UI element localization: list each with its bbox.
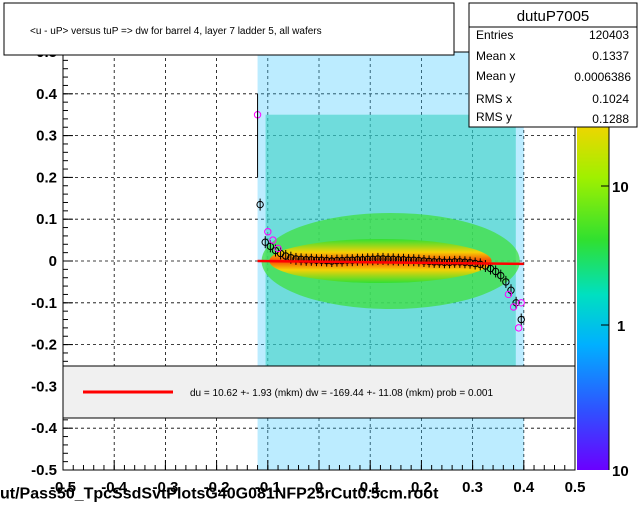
profile-point xyxy=(420,257,428,265)
x-tick-label: 0.1 xyxy=(360,479,381,496)
file-label: ut/Pass50_TpcSsdSvtPlotsG40G081NFP25rCut… xyxy=(0,485,439,502)
profile-point xyxy=(333,256,341,265)
profile-point-alt xyxy=(509,303,518,311)
x-tick-label: 0.2 xyxy=(411,479,432,496)
x-tick-label: -0.5 xyxy=(50,479,76,496)
profile-point-alt xyxy=(517,299,525,307)
stats-value-mean-x: 0.1337 xyxy=(592,49,629,63)
profile-point xyxy=(491,267,500,276)
y-tick-label: -0.1 xyxy=(31,295,57,312)
stats-value-entries: 120403 xyxy=(589,28,629,42)
x-tick-label: -0.4 xyxy=(101,479,128,496)
y-tick-label: -0.3 xyxy=(31,378,57,395)
profile-point xyxy=(266,242,275,251)
profile-point xyxy=(317,256,326,264)
y-tick-label: 0 xyxy=(49,253,57,270)
colorbar-label-bottom: 10 xyxy=(612,463,629,480)
profile-point xyxy=(307,256,316,264)
stats-label-mean-y: Mean y xyxy=(476,69,515,83)
profile-point-alt xyxy=(269,236,277,244)
profile-point xyxy=(456,258,464,266)
y-tick-label: -0.4 xyxy=(31,420,58,437)
fit-legend: du = 10.62 +- 1.93 (mkm) dw = -169.44 +-… xyxy=(62,365,576,419)
profile-point xyxy=(261,238,269,246)
profile-point xyxy=(348,256,356,264)
profile-point xyxy=(517,315,525,324)
profile-point xyxy=(302,256,310,264)
stats-label-mean-x: Mean x xyxy=(476,49,515,63)
stats-label-rms-y: RMS y xyxy=(476,110,512,124)
profile-point xyxy=(502,278,510,286)
stats-value-mean-y: 0.0006386 xyxy=(574,70,631,84)
stats-name: dutuP7005 xyxy=(517,8,590,25)
x-tick-label: 0.5 xyxy=(565,479,586,496)
chart-title: <u - uP> versus tuP => dw for barrel 4, … xyxy=(30,26,322,37)
x-tick-label: 0.3 xyxy=(462,479,483,496)
profile-point xyxy=(256,200,264,209)
profile-point xyxy=(338,256,346,265)
x-tick-label: -0.3 xyxy=(152,479,178,496)
y-tick-label: 0.1 xyxy=(36,211,57,228)
profile-point xyxy=(450,258,459,266)
fit-legend-text: du = 10.62 +- 1.93 (mkm) dw = -169.44 +-… xyxy=(190,388,493,399)
x-tick-label: -0.1 xyxy=(255,479,281,496)
colorbar-label-mid: 1 xyxy=(617,318,625,335)
fit-line-segment xyxy=(257,259,524,266)
profile-point-alt xyxy=(264,228,272,236)
y-tick-label: -0.2 xyxy=(31,337,57,354)
stats-label-entries: Entries xyxy=(476,28,513,42)
axes: -0.5 -0.4 -0.3 -0.2 -0.1 0 0.1 0.2 0.3 0.4 0.5 -0.5… xyxy=(31,44,585,496)
profile-point xyxy=(512,299,520,307)
profile-point-alt xyxy=(514,324,523,332)
profile-point xyxy=(497,271,505,280)
profile-point-alt xyxy=(504,290,513,299)
y-tick-label: 0.2 xyxy=(36,169,57,186)
x-tick-label: 0 xyxy=(315,479,323,496)
stats-label-rms-x: RMS x xyxy=(476,92,512,106)
y-tick-label: 0.4 xyxy=(36,86,58,103)
stats-value-rms-y: 0.1288 xyxy=(592,112,629,126)
stats-box: dutuP7005 Entries 120403 Mean x 0.1337 M… xyxy=(468,2,638,128)
x-tick-label: -0.2 xyxy=(204,479,230,496)
profile-point xyxy=(312,256,321,264)
profile-point xyxy=(425,257,433,266)
title-box xyxy=(3,2,455,56)
y-tick-label: 0.3 xyxy=(36,128,57,145)
x-tick-label: 0.4 xyxy=(513,479,535,496)
profile-point-alt xyxy=(274,244,282,253)
profile-point xyxy=(282,252,290,260)
y-tick-label: -0.5 xyxy=(31,462,57,479)
stats-value-rms-x: 0.1024 xyxy=(592,92,629,106)
colorbar-label-top: 10 xyxy=(612,179,629,196)
fit-line xyxy=(257,259,524,266)
profile-point xyxy=(507,286,515,294)
profile-point xyxy=(343,256,351,264)
